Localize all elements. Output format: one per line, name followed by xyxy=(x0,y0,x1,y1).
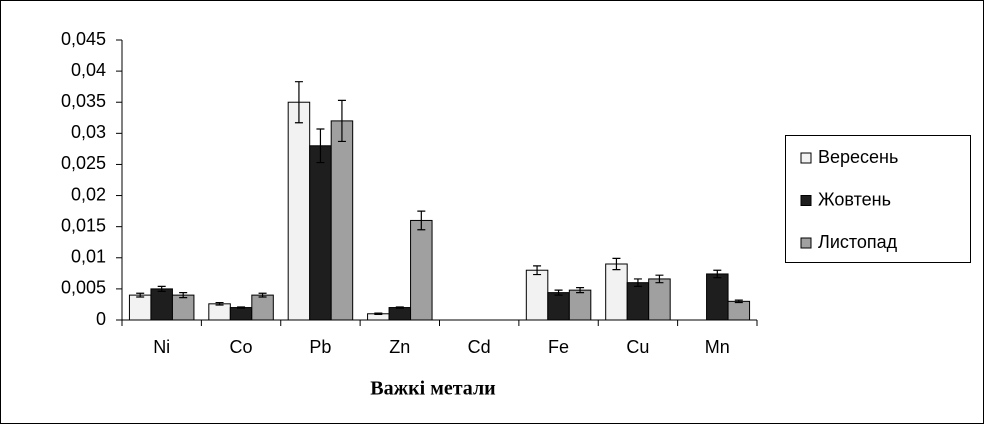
y-tick-label: 0,045 xyxy=(61,29,106,49)
error-bar xyxy=(374,312,383,315)
error-bar xyxy=(734,299,743,304)
error-bar xyxy=(612,257,621,271)
y-tick-label: 0 xyxy=(96,309,106,329)
y-tick-label: 0,04 xyxy=(71,60,106,80)
bar xyxy=(568,289,592,321)
bar xyxy=(150,288,173,321)
x-tick-label: Co xyxy=(230,337,253,357)
error-bar xyxy=(395,306,404,309)
bar xyxy=(547,292,570,321)
bar xyxy=(525,269,549,321)
legend-swatch xyxy=(800,237,812,249)
bar xyxy=(605,263,628,321)
x-tick-label: Cu xyxy=(626,337,649,357)
legend-label: Жовтень xyxy=(818,189,891,209)
y-tick-label: 0,035 xyxy=(61,91,106,111)
error-bar xyxy=(316,128,325,164)
error-bar xyxy=(655,274,664,284)
legend-box xyxy=(785,135,971,263)
bar xyxy=(309,145,332,321)
bar xyxy=(229,307,253,321)
bar xyxy=(208,303,231,321)
error-bar xyxy=(576,287,585,294)
bar xyxy=(330,120,354,321)
legend-swatch xyxy=(800,195,812,206)
bar xyxy=(171,294,195,321)
legend-label: Листопад xyxy=(818,232,898,252)
bar xyxy=(388,307,412,321)
error-bar xyxy=(237,306,246,309)
bar xyxy=(287,101,311,321)
bar xyxy=(410,219,433,321)
y-tick-label: 0,02 xyxy=(71,184,106,204)
y-tick-label: 0,01 xyxy=(71,247,106,267)
x-tick-label: Fe xyxy=(548,337,569,357)
bar xyxy=(251,294,274,321)
error-bar xyxy=(179,292,188,299)
y-tick-label: 0,005 xyxy=(61,278,106,298)
y-tick-label: 0,015 xyxy=(61,215,106,235)
bar xyxy=(706,273,729,321)
error-bar xyxy=(136,292,145,298)
y-tick-label: 0,025 xyxy=(61,153,106,173)
error-bar xyxy=(157,285,166,292)
legend-label: Вересень xyxy=(818,147,898,167)
error-bar xyxy=(258,292,267,298)
x-tick-label: Zn xyxy=(389,337,410,357)
error-bar xyxy=(554,289,563,296)
error-bar xyxy=(633,278,642,287)
error-bar xyxy=(294,81,303,124)
x-tick-label: Pb xyxy=(309,337,331,357)
x-tick-label: Ni xyxy=(153,337,170,357)
x-tick-label: Mn xyxy=(705,337,730,357)
error-bar xyxy=(417,210,426,231)
error-bar xyxy=(215,301,224,306)
error-bar xyxy=(337,99,346,143)
x-tick-label: Cd xyxy=(468,337,491,357)
legend-swatch xyxy=(800,152,812,164)
bar xyxy=(128,294,152,321)
x-axis-label: Важкі метали xyxy=(370,378,495,400)
bar xyxy=(648,278,671,321)
bar xyxy=(727,300,751,321)
error-bar xyxy=(533,265,542,276)
y-tick-label: 0,03 xyxy=(71,122,106,142)
bar xyxy=(626,282,650,321)
error-bar xyxy=(713,269,722,279)
